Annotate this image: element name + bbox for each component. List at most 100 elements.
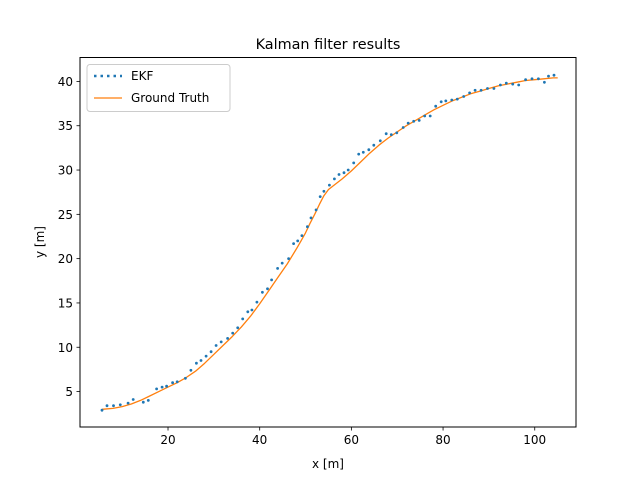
ekf-point	[337, 173, 341, 176]
ekf-point	[266, 287, 269, 291]
ekf-point	[209, 350, 213, 354]
ekf-point	[241, 317, 245, 321]
ekf-point	[184, 376, 187, 380]
legend: EKF Ground Truth	[86, 64, 231, 112]
x-tick-label: 20	[160, 433, 175, 447]
ekf-point	[428, 114, 432, 118]
ekf-point	[318, 195, 322, 199]
ekf-point	[517, 83, 521, 87]
ekf-point	[552, 73, 556, 77]
ekf-point	[270, 278, 273, 282]
x-axis-ticks: 20 40 60 80 100	[160, 427, 546, 447]
ekf-point	[361, 150, 365, 154]
ekf-point	[306, 225, 309, 229]
ekf-point	[287, 257, 290, 260]
ekf-point	[417, 119, 421, 122]
ekf-point	[468, 91, 471, 95]
ekf-point	[492, 87, 496, 90]
ekf-point	[189, 368, 193, 372]
ekf-point	[406, 121, 410, 125]
ekf-point	[146, 399, 150, 402]
chart-title: Kalman filter results	[256, 37, 401, 53]
plot-frame	[79, 57, 577, 428]
ekf-point	[372, 143, 376, 147]
y-tick-label: 30	[58, 164, 73, 178]
ekf-point	[455, 97, 459, 101]
ekf-point	[204, 354, 208, 358]
ekf-point	[171, 381, 175, 385]
y-tick-label: 25	[58, 208, 73, 222]
ekf-point	[473, 88, 477, 92]
ekf-point	[412, 119, 416, 123]
ekf-point	[352, 161, 356, 165]
ekf-point	[367, 148, 371, 152]
x-tick-label: 60	[344, 433, 359, 447]
y-axis-label: y [m]	[33, 226, 47, 258]
legend-label-ground-truth: Ground Truth	[131, 91, 209, 105]
ekf-point	[226, 337, 230, 340]
ekf-point	[236, 326, 240, 330]
ekf-point	[439, 100, 443, 104]
ekf-point	[214, 344, 218, 347]
y-tick-label: 15	[58, 296, 73, 310]
ekf-point	[314, 208, 318, 212]
y-tick-label: 5	[65, 385, 73, 399]
ekf-point	[499, 83, 502, 87]
ekf-point	[141, 400, 145, 404]
legend-label-ekf: EKF	[131, 69, 153, 83]
legend-box	[86, 64, 231, 112]
ekf-point	[537, 77, 540, 81]
ekf-point	[357, 152, 361, 156]
ekf-point	[395, 131, 399, 135]
ekf-point	[524, 78, 527, 82]
ekf-point	[309, 216, 313, 220]
ekf-point	[296, 239, 300, 243]
ekf-point	[434, 104, 438, 108]
ekf-point	[276, 267, 279, 270]
ekf-point	[450, 98, 454, 102]
ekf-point	[195, 361, 198, 365]
ekf-point	[105, 404, 109, 408]
y-tick-label: 10	[58, 341, 73, 355]
x-tick-label: 100	[523, 433, 546, 447]
ekf-point	[175, 380, 179, 384]
y-tick-label: 40	[58, 75, 73, 89]
ekf-point	[328, 183, 331, 187]
x-axis-label: x [m]	[312, 457, 344, 471]
ekf-point	[250, 308, 254, 312]
ekf-point	[384, 132, 388, 136]
ekf-point	[165, 384, 169, 388]
ekf-point	[346, 168, 350, 172]
ekf-point	[255, 300, 259, 304]
ekf-point	[342, 171, 346, 175]
ekf-point	[462, 95, 466, 98]
ekf-point	[423, 114, 427, 118]
ekf-point	[479, 88, 483, 92]
ekf-point	[160, 385, 164, 389]
ekf-point	[155, 387, 159, 391]
ekf-point	[126, 401, 130, 405]
ekf-point	[511, 82, 515, 86]
x-tick-label: 40	[252, 433, 267, 447]
y-tick-label: 35	[58, 119, 73, 133]
ekf-point	[300, 234, 304, 238]
ekf-point	[131, 398, 135, 401]
ekf-point	[280, 261, 284, 265]
ekf-point	[219, 340, 223, 344]
ekf-point	[112, 404, 115, 408]
ekf-point	[261, 290, 264, 294]
ekf-point	[504, 81, 508, 85]
ekf-point	[231, 331, 235, 335]
ekf-point	[100, 408, 104, 412]
ekf-point	[401, 126, 405, 129]
ekf-point	[486, 87, 489, 90]
plot-series	[100, 73, 558, 412]
x-tick-label: 80	[435, 433, 450, 447]
ekf-point	[389, 133, 393, 137]
ekf-point	[547, 74, 550, 78]
ekf-point	[530, 77, 534, 81]
y-tick-label: 20	[58, 252, 73, 266]
ekf-point	[444, 99, 448, 103]
ekf-point	[322, 189, 326, 193]
